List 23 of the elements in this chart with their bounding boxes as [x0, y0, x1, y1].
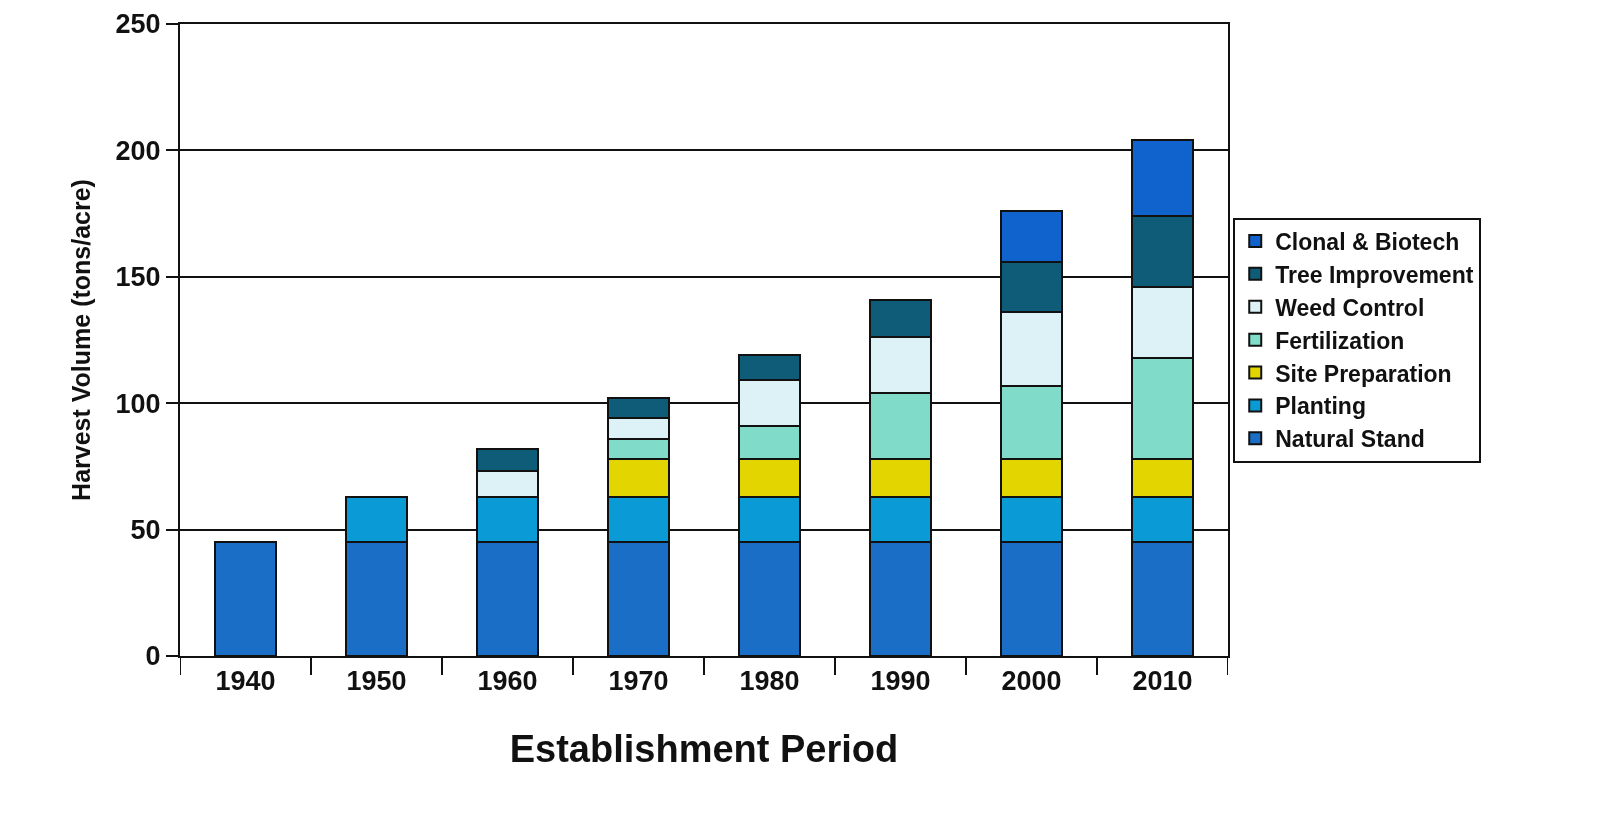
- legend-label: Site Preparation: [1275, 360, 1452, 387]
- x-axis-title: Establishment Period: [509, 728, 899, 770]
- legend-label: Planting: [1275, 393, 1366, 420]
- legend-label: Fertilization: [1275, 327, 1405, 354]
- x-tick-label: 1960: [477, 666, 538, 697]
- legend-label: Clonal & Biotech: [1275, 228, 1460, 255]
- x-tick-label: 1940: [215, 666, 276, 697]
- x-tick-label: 1990: [870, 666, 931, 697]
- y-tick-label: 50: [130, 515, 161, 546]
- x-tick-label: 2000: [1001, 666, 1062, 697]
- legend-label: Weed Control: [1275, 294, 1425, 321]
- x-tick-label: 1950: [346, 666, 407, 697]
- x-tick-label: 1970: [608, 666, 669, 697]
- y-tick-label: 200: [115, 135, 161, 166]
- y-tick-label: 100: [115, 388, 161, 419]
- legend-label: Tree Improvement: [1275, 261, 1474, 288]
- y-tick-label: 250: [115, 9, 161, 40]
- x-tick-label: 2010: [1132, 666, 1193, 697]
- y-tick-label: 150: [115, 262, 161, 293]
- x-tick-label: 1980: [739, 666, 800, 697]
- y-tick-label: 0: [145, 641, 161, 672]
- y-axis-title: Harvest Volume (tons/acre): [66, 179, 95, 501]
- legend-label: Natural Stand: [1275, 426, 1425, 453]
